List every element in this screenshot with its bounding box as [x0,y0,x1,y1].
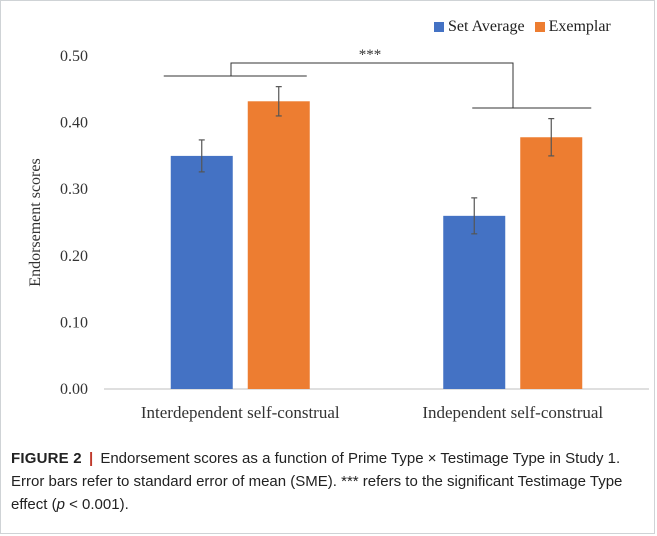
caption-label: FIGURE 2 [11,450,82,467]
legend-label: Set Average [448,18,525,35]
y-tick-label: 0.00 [60,381,88,398]
caption-text: Endorsement scores as a function of Prim… [11,450,623,513]
legend-swatch [434,22,444,32]
x-tick-label: Independent self-construal [422,403,603,422]
legend-item: Exemplar [534,18,611,36]
bar-chart: 0.00 0.10 0.20 0.30 0.40 0.50 Endorsement scor… [27,47,649,422]
caption-separator: | [88,450,94,467]
bar [443,215,506,389]
legend-item: Set Average [434,18,525,36]
figure-caption: FIGURE 2 | Endorsement scores as a funct… [11,447,647,516]
y-tick-label: 0.50 [60,48,88,65]
significance-bracket [230,62,514,108]
legend-swatch [534,22,545,32]
y-tick-label: 0.20 [60,248,88,265]
chart-area: 0.00 0.10 0.20 0.30 0.40 0.50 Endorsement scor… [1,1,654,433]
x-tick-label: Interdependent self-construal [141,403,340,422]
bar [520,137,583,389]
bar [247,101,310,390]
legend-label: Exemplar [548,18,611,35]
caption-p-symbol: p [56,496,65,513]
y-axis-title: Endorsement scores [27,158,44,286]
y-tick-label: 0.30 [60,181,88,198]
y-tick-label: 0.40 [60,115,88,132]
y-tick-label: 0.10 [60,314,88,331]
chart-legend: Set Average Exemplar [434,18,621,36]
bar [170,155,233,389]
caption-text-end: < 0.001). [64,496,129,513]
significance-stars: *** [359,47,382,63]
